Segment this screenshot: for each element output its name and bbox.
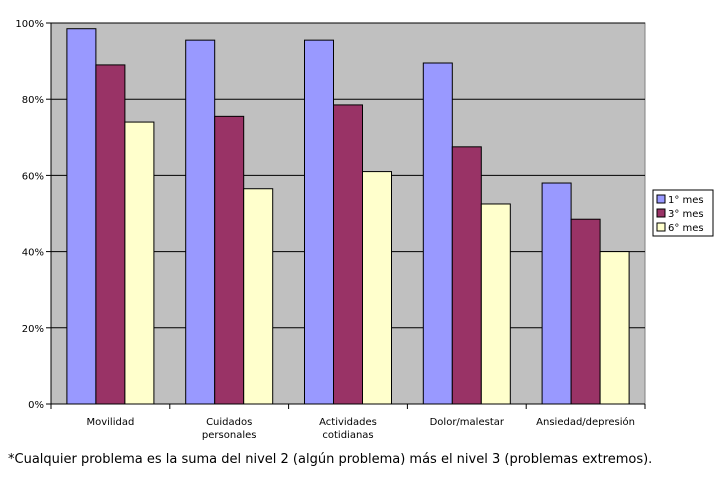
legend-swatch <box>656 222 666 232</box>
y-tick-labels: 0% 20% 40% 60% 80% 100% <box>15 19 44 411</box>
x-tick-label: Actividades cotidianas <box>319 417 377 441</box>
legend: 1° mes 3° mes 6° mes <box>652 189 714 237</box>
bar <box>124 121 155 405</box>
bar <box>422 62 453 405</box>
bar <box>214 115 245 405</box>
x-tick-label: Dolor/malestar <box>430 417 505 428</box>
legend-label: 3° mes <box>668 209 704 220</box>
x-tick-label: Movilidad <box>86 417 134 428</box>
y-tick-label: 100% <box>15 19 44 30</box>
legend-swatch <box>656 194 666 204</box>
legend-label: 1° mes <box>668 195 704 206</box>
bar <box>333 104 363 405</box>
bar <box>243 188 274 405</box>
bar <box>362 171 392 405</box>
bar <box>185 39 216 405</box>
legend-swatch <box>656 208 666 218</box>
x-tick-label: Ansiedad/depresión <box>536 416 635 428</box>
footnote: *Cualquier problema es la suma del nivel… <box>8 452 653 467</box>
bar <box>599 251 630 405</box>
y-tick-label: 80% <box>22 95 44 106</box>
axes <box>46 22 646 409</box>
bar <box>451 146 482 405</box>
x-tick-labels: Movilidad Cuidados personales Actividades co… <box>86 416 635 441</box>
y-tick-label: 60% <box>22 171 44 182</box>
bar <box>304 39 334 405</box>
y-tick-label: 0% <box>28 400 44 411</box>
y-tick-label: 20% <box>22 324 44 335</box>
y-tick-label: 40% <box>22 248 44 259</box>
bar <box>480 203 511 405</box>
legend-label: 6° mes <box>668 223 704 234</box>
bar <box>95 64 126 405</box>
x-tick-label: Cuidados personales <box>202 417 257 441</box>
bar <box>541 182 572 405</box>
bar <box>66 28 97 405</box>
bars <box>66 28 630 405</box>
bar <box>570 218 601 405</box>
